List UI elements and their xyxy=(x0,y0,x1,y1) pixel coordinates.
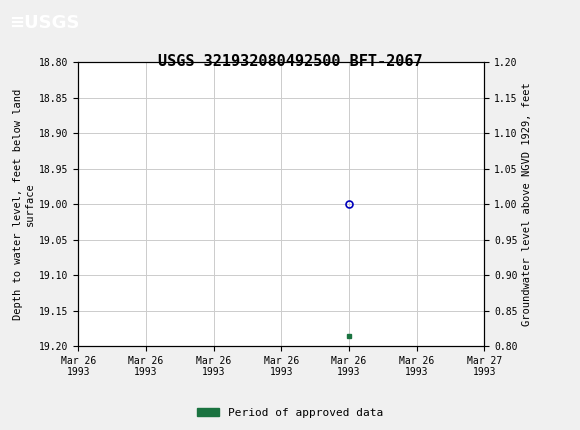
Y-axis label: Groundwater level above NGVD 1929, feet: Groundwater level above NGVD 1929, feet xyxy=(521,83,532,326)
Text: ≡USGS: ≡USGS xyxy=(9,14,79,31)
Legend: Period of approved data: Period of approved data xyxy=(193,403,387,422)
Text: USGS 321932080492500 BFT-2067: USGS 321932080492500 BFT-2067 xyxy=(158,54,422,69)
Y-axis label: Depth to water level, feet below land
surface: Depth to water level, feet below land su… xyxy=(13,89,35,320)
